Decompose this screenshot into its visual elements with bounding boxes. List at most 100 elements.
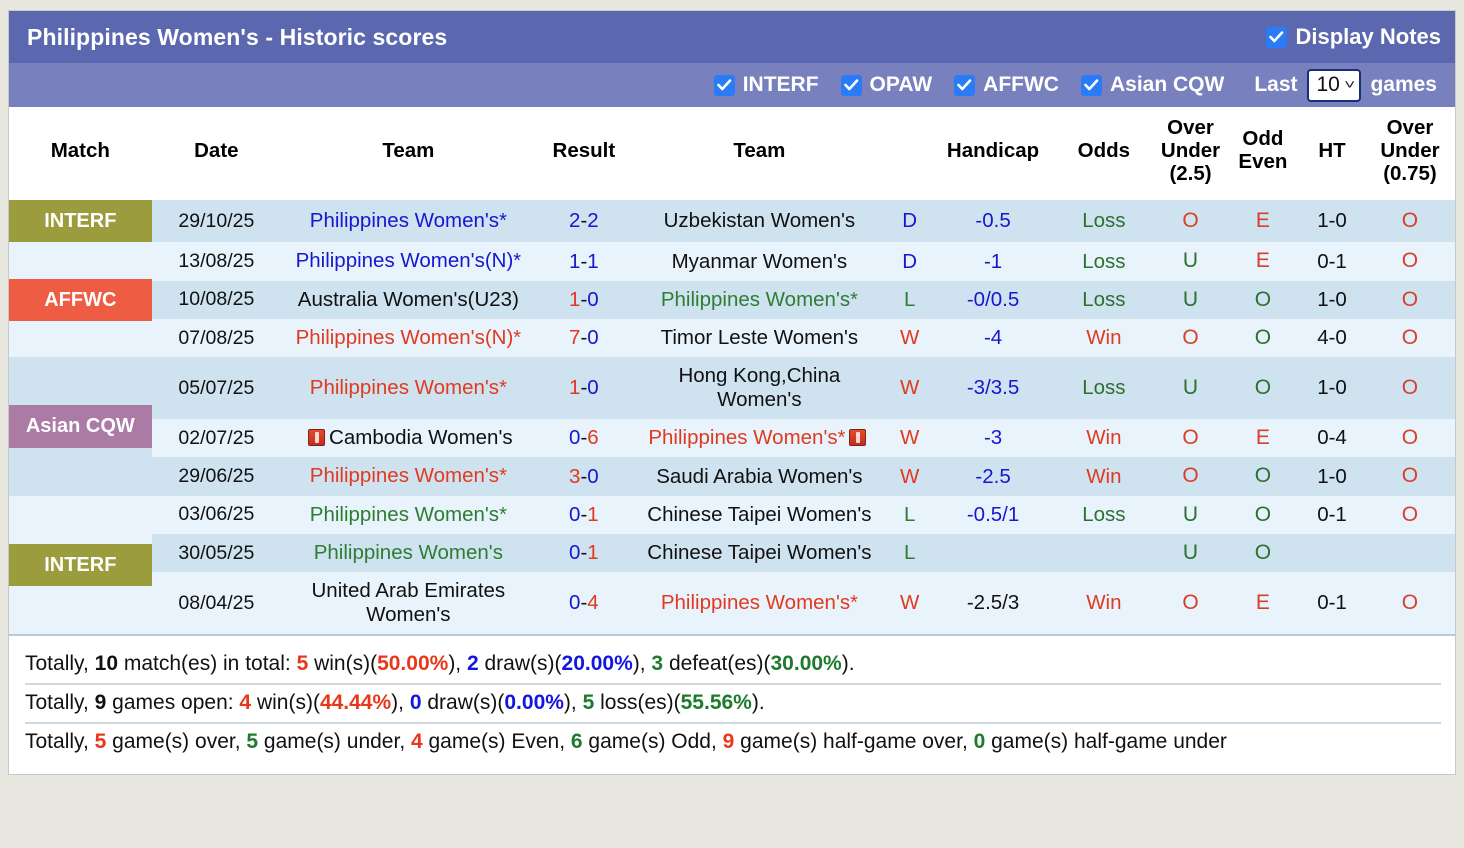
table-row[interactable]: AFFWC 13/08/25 Philippines Women's(N)* 1-1 M… [9, 242, 1455, 321]
home-team[interactable]: Philippines Women's* [309, 464, 507, 488]
table-row[interactable]: 10/08/25 Australia Women's(U23) 1-0 Philipp… [9, 280, 1455, 319]
result-letter: W [900, 376, 920, 400]
table-row[interactable]: 29/06/25 Philippines Women's* 3-0 Saudi Ara… [9, 457, 1455, 496]
result-letter: L [903, 287, 916, 311]
asian-cqw-checkbox[interactable] [1080, 74, 1102, 96]
col-over-under-25: Over Under (2.5) [1154, 107, 1227, 200]
match-date: 07/08/25 [178, 326, 255, 349]
match-score[interactable]: 3-0 [569, 464, 599, 488]
away-team[interactable]: Chinese Taipei Women's [647, 502, 872, 526]
away-team[interactable]: Chinese Taipei Women's [647, 541, 872, 565]
affwc-checkbox[interactable] [954, 74, 976, 96]
table-row[interactable]: 08/04/25 United Arab Emirates Women's 0-4 P… [9, 572, 1455, 634]
over-under-075 [1365, 534, 1455, 572]
match-score[interactable]: 1-0 [569, 287, 599, 311]
home-team[interactable]: Australia Women's(U23) [297, 287, 519, 311]
home-team[interactable]: United Arab Emirates Women's [311, 579, 506, 627]
table-row[interactable]: 02/07/25 Cambodia Women's 0-6 Philippines W… [9, 418, 1455, 458]
halftime-score: 1-0 [1317, 376, 1347, 400]
table-row[interactable]: 07/08/25 Philippines Women's(N)* 7-0 Timor … [9, 318, 1455, 358]
match-score[interactable]: 0-1 [569, 502, 599, 526]
filter-asian-cqw[interactable]: Asian CQW [1080, 73, 1224, 97]
table-body: INTERF 29/10/25 Philippines Women's* 2-2 Uzb… [9, 199, 1455, 634]
match-score[interactable]: 2-2 [569, 209, 599, 233]
halftime-score [1299, 534, 1365, 572]
result-letter: D [902, 249, 918, 273]
col-handicap: Handicap [932, 107, 1054, 200]
match-score[interactable]: 1-1 [569, 249, 599, 273]
match-type-cell: INTERF [9, 496, 152, 634]
match-type-badge: INTERF [9, 543, 152, 586]
col-match: Match [9, 107, 152, 200]
col-team-home: Team [281, 107, 536, 200]
handicap-value: -2.5 [975, 464, 1011, 488]
match-score[interactable]: 1-0 [569, 376, 599, 400]
match-type-cell: INTERF [9, 199, 152, 243]
total-draws: 2 [466, 651, 479, 675]
match-type-badge: AFFWC [9, 278, 152, 321]
match-date: 10/08/25 [178, 288, 255, 311]
interf-checkbox[interactable] [713, 74, 735, 96]
handicap-value [933, 534, 1054, 572]
away-team[interactable]: Philippines Women's* [660, 590, 858, 614]
match-score[interactable]: 0-6 [569, 426, 599, 450]
handicap-value: -0/0.5 [966, 287, 1020, 311]
opaw-checkbox[interactable] [840, 74, 862, 96]
table-row[interactable]: Asian CQW 05/07/25 Philippines Women's* 1-0… [9, 357, 1455, 448]
home-team[interactable]: Cambodia Women's [281, 419, 536, 457]
odd-even: O [1254, 540, 1272, 564]
display-notes-checkbox[interactable] [1265, 26, 1287, 48]
open-win-pct: 44.44% [319, 691, 392, 715]
total-wins: 5 [296, 651, 309, 675]
match-date: 13/08/25 [178, 250, 255, 273]
halftime-score: 0-1 [1317, 502, 1347, 526]
away-team[interactable]: Philippines Women's* [632, 419, 887, 457]
match-score[interactable]: 0-4 [569, 591, 599, 615]
handicap-value: -3/3.5 [966, 376, 1020, 400]
competition-filter-bar: INTERF OPAW AFFWC Asian CQW [9, 63, 1455, 107]
games-count-select[interactable]: 10 ˅ [1306, 68, 1362, 102]
table-row[interactable]: INTERF 03/06/25 Philippines Women's* 0-1 Chi… [9, 495, 1455, 586]
col-odds: Odds [1053, 107, 1155, 200]
games-label: games [1370, 73, 1437, 96]
away-team[interactable]: Timor Leste Women's [660, 326, 859, 350]
table-row[interactable]: INTERF 29/10/25 Philippines Women's* 2-2 Uzb… [9, 199, 1455, 243]
over-under-075: O [1401, 375, 1419, 399]
summary-line-open: Totally, 9 games open: 4 win(s)(44.44%),… [25, 691, 765, 715]
away-team[interactable]: Hong Kong,China Women's [678, 364, 841, 412]
home-team[interactable]: Philippines Women's* [309, 502, 507, 526]
games-half-over: 9 [722, 730, 735, 754]
table-head: Match Date Team Result Team Handicap Odd… [9, 107, 1455, 200]
filter-opaw[interactable]: OPAW [840, 73, 932, 97]
col-result: Result [535, 107, 633, 200]
home-team[interactable]: Philippines Women's(N)* [295, 326, 522, 350]
match-score[interactable]: 0-1 [569, 541, 599, 565]
over-under-075: O [1401, 464, 1419, 488]
home-team[interactable]: Philippines Women's* [309, 376, 507, 399]
home-team[interactable]: Philippines Women's [313, 541, 503, 565]
home-team[interactable]: Philippines Women's* [309, 208, 507, 232]
away-team[interactable]: Saudi Arabia Women's [656, 464, 863, 488]
over-under-25: O [1182, 325, 1199, 349]
away-team[interactable]: Myanmar Women's [671, 249, 848, 273]
match-type-cell: Asian CQW [9, 357, 152, 495]
col-date: Date [151, 107, 282, 200]
match-type-cell: AFFWC [9, 242, 152, 357]
away-team[interactable]: Uzbekistan Women's [663, 209, 856, 233]
away-team[interactable]: Philippines Women's* [660, 287, 858, 311]
home-team[interactable]: Philippines Women's(N)* [295, 249, 522, 273]
odd-even: O [1254, 502, 1272, 526]
table-row[interactable]: 30/05/25 Philippines Women's 0-1 Chinese Ta… [9, 533, 1455, 573]
match-date: 08/04/25 [178, 591, 255, 614]
filter-interf[interactable]: INTERF [713, 73, 819, 97]
odd-even: E [1255, 208, 1270, 232]
result-letter: W [900, 591, 920, 615]
match-score[interactable]: 7-0 [569, 326, 599, 350]
filter-affwc[interactable]: AFFWC [954, 73, 1059, 97]
handicap-value: -0.5/1 [966, 502, 1020, 526]
last-games-control: Last 10 ˅ games [1254, 68, 1437, 102]
odds-result: Loss [1082, 376, 1126, 400]
over-under-25: O [1182, 464, 1199, 488]
display-notes-toggle[interactable]: Display Notes [1265, 24, 1441, 50]
over-under-25: U [1182, 502, 1199, 526]
